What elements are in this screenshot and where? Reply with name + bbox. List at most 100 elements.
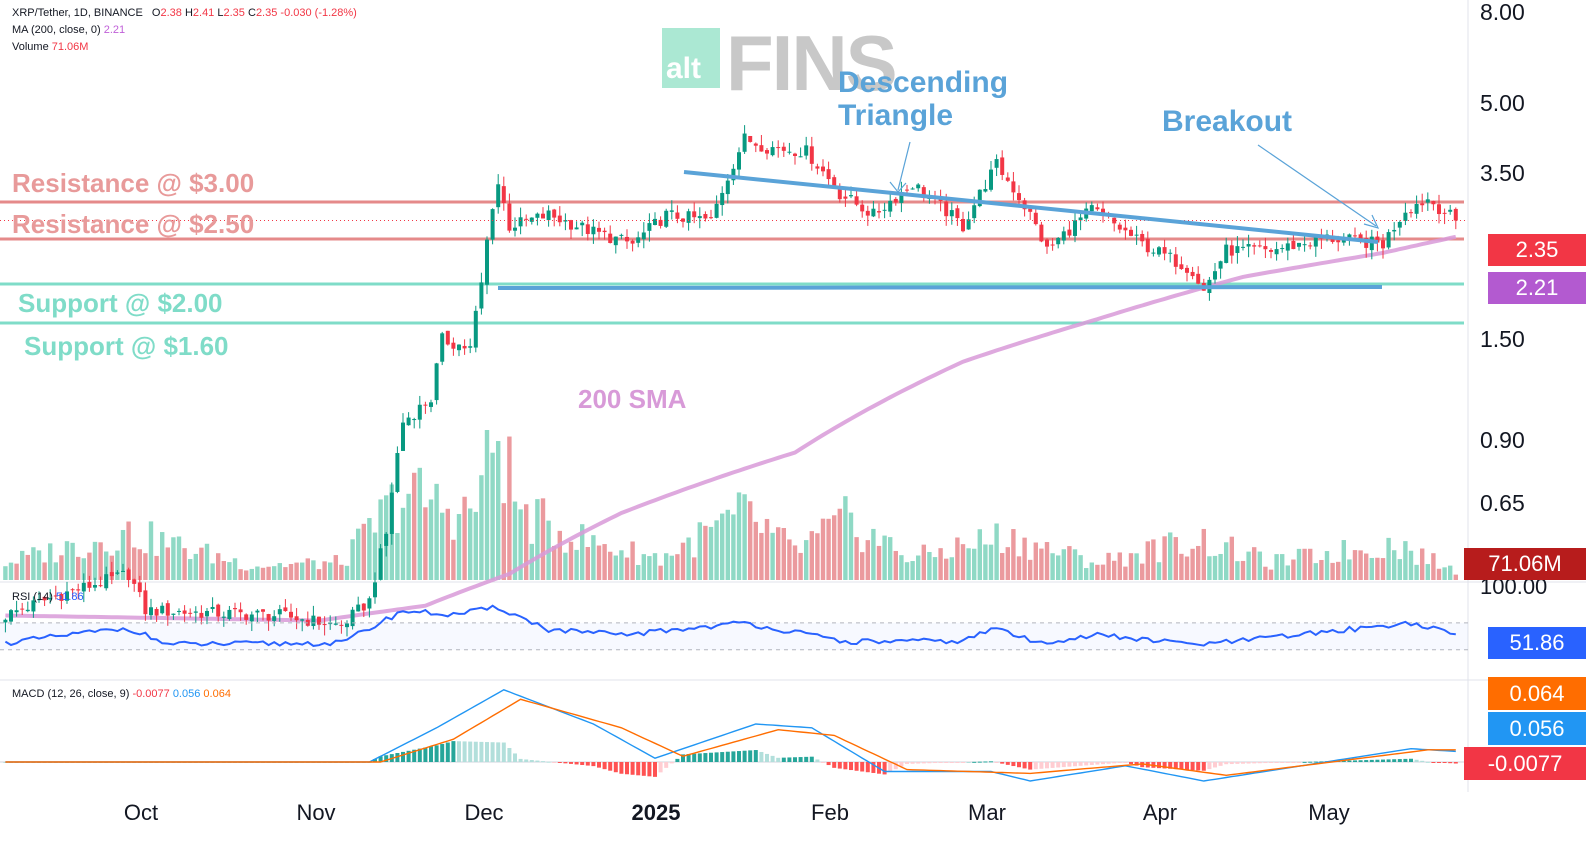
volume-bar (255, 566, 260, 580)
volume-bar (585, 547, 590, 580)
volume-bar (787, 539, 792, 580)
macd-histogram-bar (933, 762, 937, 764)
candle-body (961, 218, 965, 232)
open-value: 2.38 (160, 7, 182, 19)
macd-hist-badge: -0.0077 (1464, 747, 1586, 780)
volume-bar (227, 562, 232, 580)
candle-body (3, 619, 8, 623)
macd-histogram-bar (1302, 761, 1307, 763)
volume-bar (1448, 565, 1453, 580)
macd-histogram-bar (1218, 762, 1223, 766)
ma-badge: 2.21 (1488, 272, 1586, 304)
volume-bar (692, 557, 697, 580)
candle-body (1453, 208, 1458, 221)
macd-histogram-bar (1039, 762, 1044, 769)
macd-histogram-bar (1246, 762, 1251, 764)
volume-bar (563, 552, 568, 580)
volume-bar (1078, 555, 1083, 580)
macd-histogram-bar (417, 748, 422, 762)
volume-bar (311, 560, 316, 580)
volume-bar (1072, 549, 1078, 580)
macd-histogram-bar (1437, 762, 1441, 763)
candle-body (524, 218, 529, 220)
candle-body (1067, 229, 1072, 236)
volume-bar (372, 532, 378, 580)
macd-line-badge: 0.056 (1488, 712, 1586, 745)
logo-alt-text: alt (666, 52, 702, 85)
volume-bar (104, 551, 109, 580)
x-tick-feb: Feb (811, 800, 849, 825)
macd-histogram-bar (373, 759, 377, 762)
macd-histogram-bar (972, 761, 977, 763)
macd-histogram-bar (1274, 762, 1279, 763)
candle-body (227, 609, 232, 619)
macd-histogram-bar (893, 762, 898, 770)
volume-bar (1089, 562, 1094, 580)
volume-bar (1341, 540, 1346, 580)
volume-bar (966, 548, 971, 580)
candle-body (1095, 207, 1100, 210)
volume-bar (977, 529, 982, 580)
candle-body (1073, 220, 1077, 236)
macd-histogram-bar (395, 753, 400, 762)
macd-histogram-bar (613, 762, 618, 773)
macd-histogram-bar (1190, 762, 1195, 771)
candle-body (1291, 240, 1296, 250)
volume-bar (949, 557, 954, 580)
macd-histogram-bar (1073, 762, 1077, 767)
macd-histogram-bar (1173, 762, 1178, 770)
candle-body (871, 208, 876, 217)
high-label: H (184, 7, 193, 19)
y-tick: 0.65 (1480, 490, 1525, 516)
triangle-upper-line (683, 170, 1379, 244)
candle-body (104, 574, 109, 589)
candle-body (1117, 224, 1122, 230)
volume-bar (176, 536, 182, 580)
candle-body (339, 624, 344, 626)
volume-bar (910, 561, 915, 580)
macd-hist-value: -0.0077 (132, 688, 170, 700)
macd-histogram-bar (681, 754, 685, 762)
volume-bar (748, 501, 753, 580)
macd-histogram-bar (636, 762, 641, 776)
macd-histogram-bar (535, 760, 540, 762)
candle-body (412, 419, 417, 421)
macd-line (5, 689, 1456, 782)
candle-body (367, 598, 372, 609)
volume-bar (1095, 564, 1100, 580)
volume-bar (31, 547, 36, 580)
candle-body (737, 152, 741, 170)
volume-bar (53, 562, 58, 580)
volume-bar (1156, 562, 1162, 580)
volume-bar (983, 544, 988, 580)
volume-bar (714, 520, 719, 580)
candle-body (300, 619, 305, 621)
volume-bar (557, 530, 562, 580)
candle-body (826, 169, 831, 180)
candle-body (87, 581, 92, 588)
volume-bar (260, 567, 266, 580)
candle-body (25, 609, 30, 612)
macd-histogram-bar (697, 753, 702, 762)
candle-body (1420, 203, 1425, 206)
candle-body (669, 210, 674, 212)
triangle-base-line (497, 285, 1383, 290)
candle-body (653, 218, 657, 226)
volume-bar (641, 554, 646, 580)
macd-histogram-bar (602, 762, 607, 770)
x-tick-may: May (1308, 800, 1350, 825)
candle-body (1145, 238, 1150, 253)
volume-bar (1005, 547, 1010, 580)
volume-bar (697, 522, 702, 580)
candle-body (451, 342, 456, 349)
volume-bar (703, 525, 708, 580)
macd-histogram-bar (457, 741, 461, 762)
volume-bar (1196, 545, 1201, 580)
candle-body (434, 363, 439, 401)
macd-histogram-bar (1078, 762, 1083, 766)
volume-bar (81, 558, 86, 580)
candle-body (70, 589, 75, 591)
candle-body (585, 224, 590, 234)
volume-bar (1308, 548, 1313, 580)
